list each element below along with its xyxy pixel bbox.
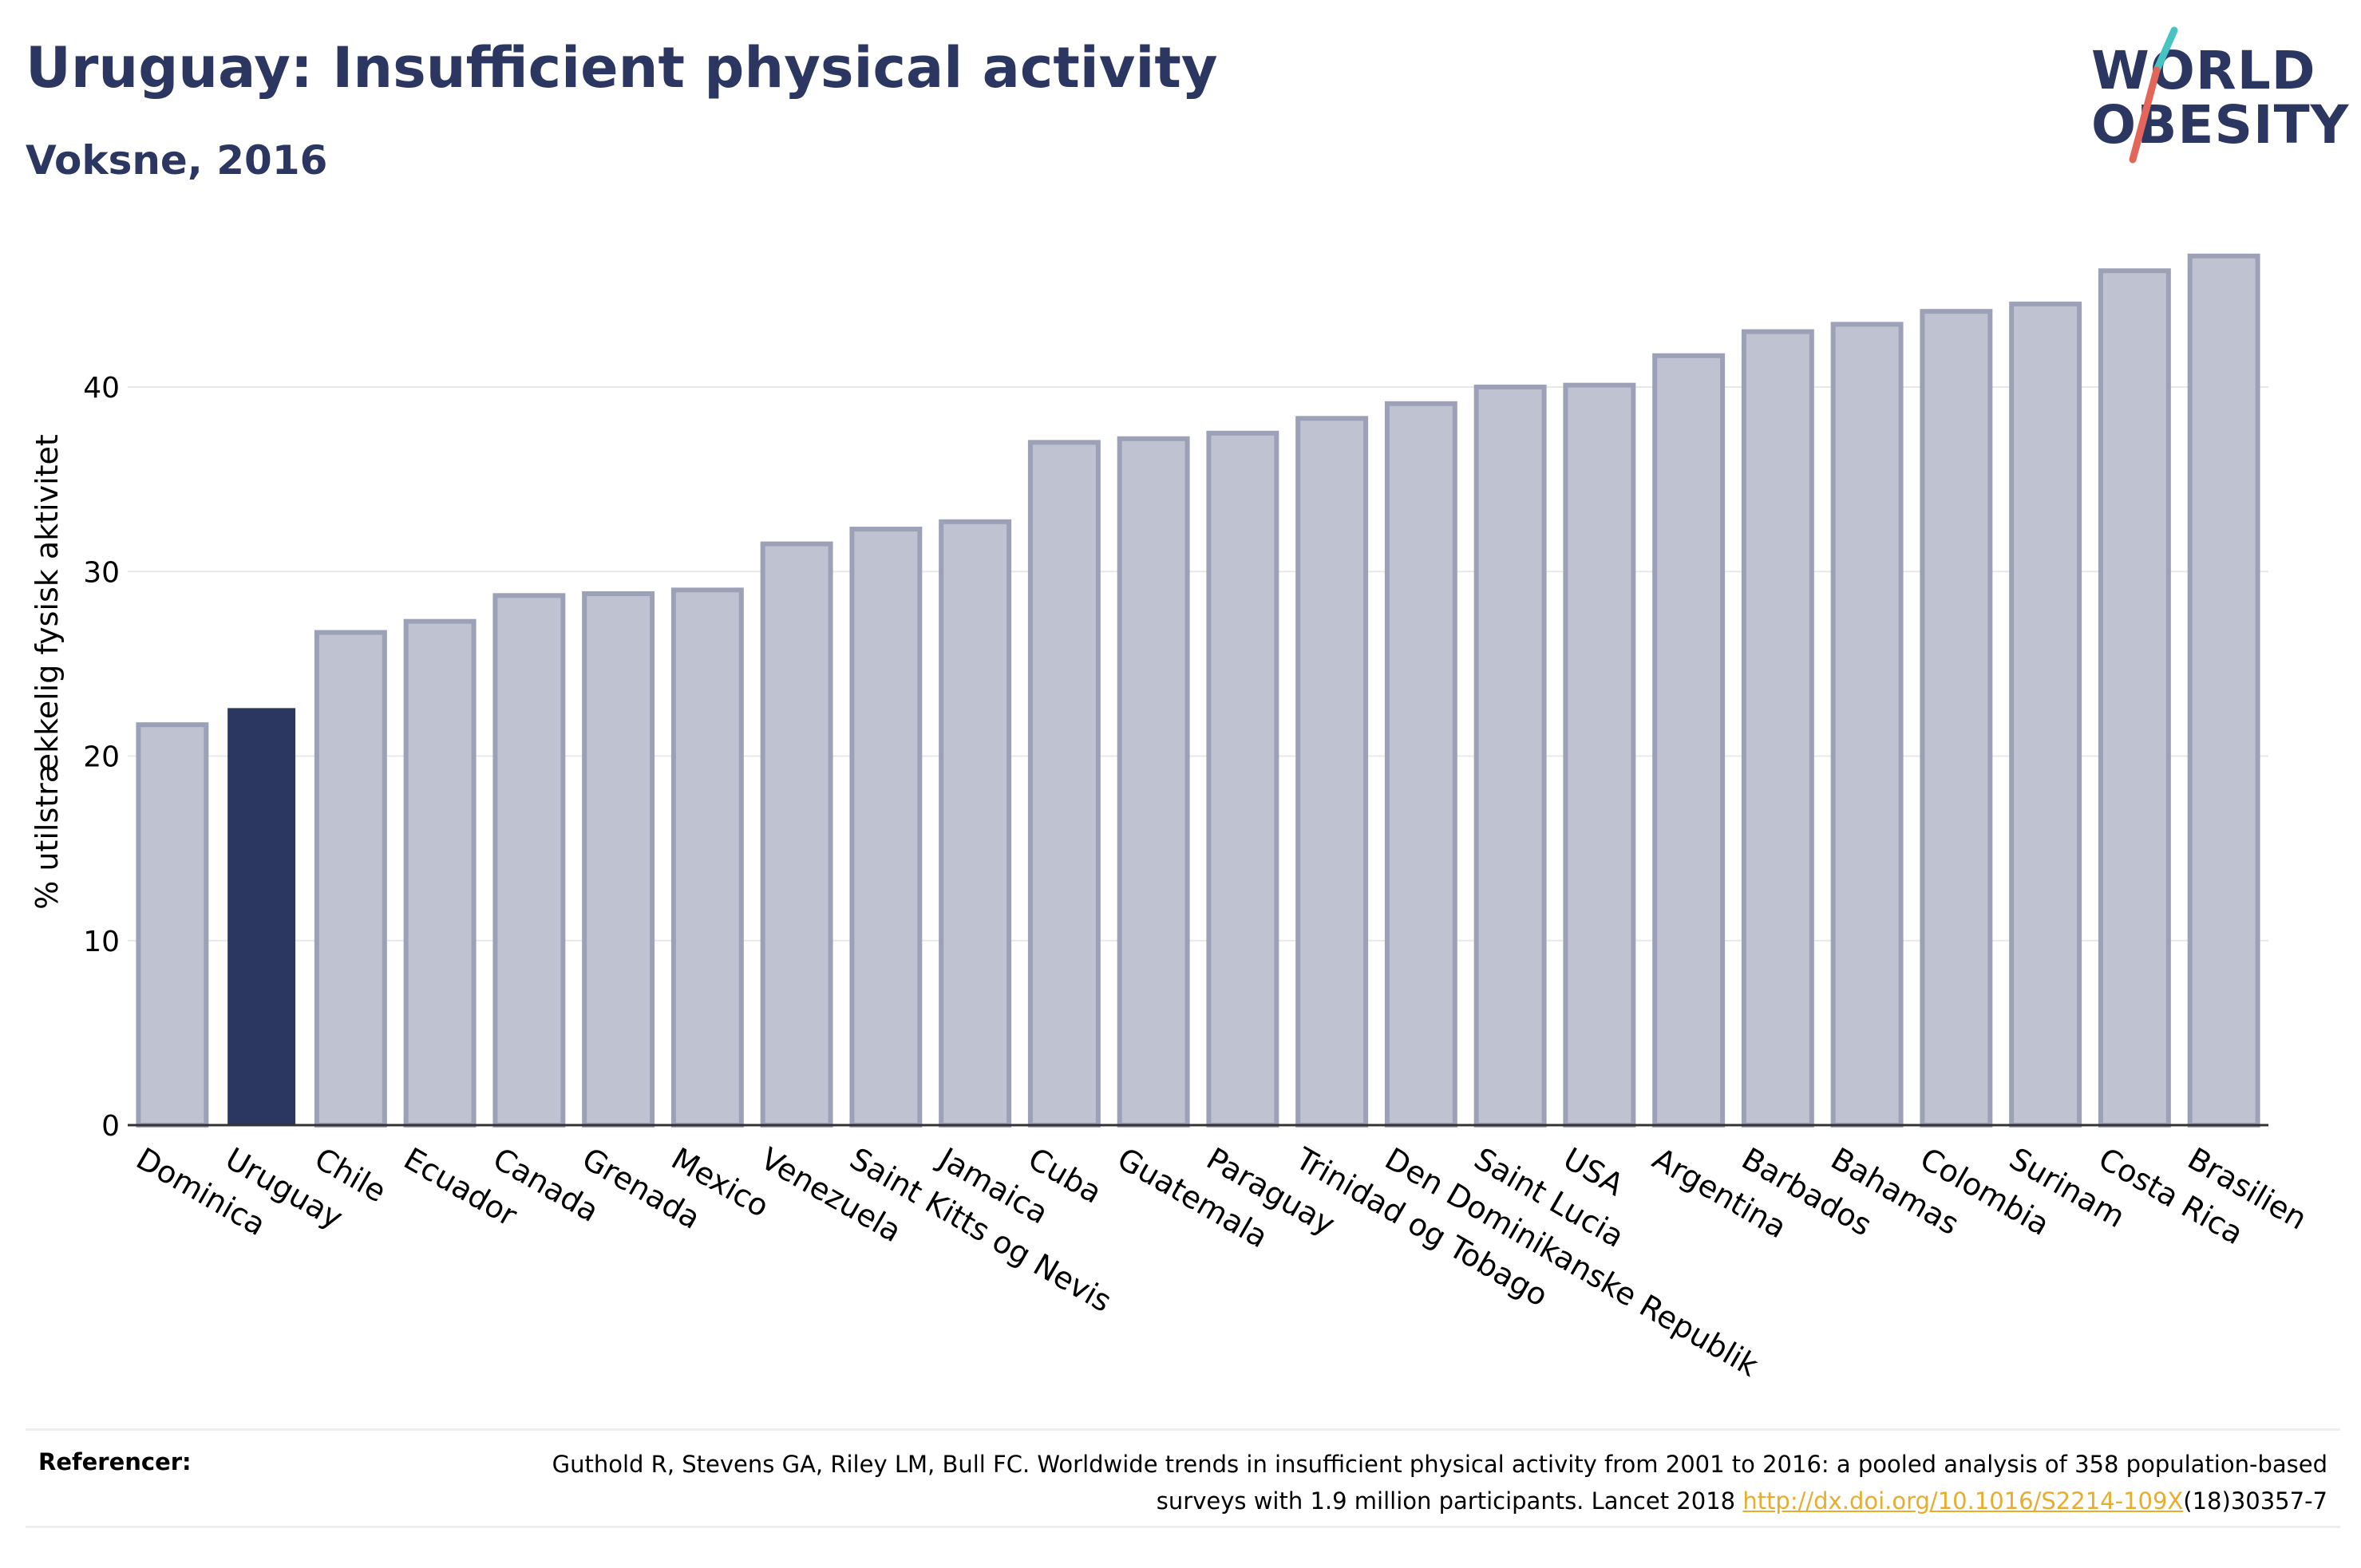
bar — [1473, 385, 1547, 1128]
y-tick-labels: 0 10 20 30 40 — [83, 372, 120, 1143]
logo-word-world: WORLD — [2091, 40, 2316, 101]
gridlines — [128, 386, 2268, 942]
bar — [2009, 301, 2082, 1128]
chart-title: Uruguay: Insufficient physical activity — [26, 35, 1218, 101]
references-top-divider — [26, 1428, 2340, 1431]
reference-doi-link[interactable]: http://dx.doi.org/10.1016/S2214-109X — [1742, 1487, 2184, 1515]
references-text: Guthold R, Stevens GA, Riley LM, Bull FC… — [492, 1446, 2327, 1519]
bar — [2098, 268, 2171, 1128]
bar — [1563, 382, 1636, 1128]
references-label: Referencer: — [38, 1448, 192, 1475]
y-tick-label: 20 — [83, 741, 120, 774]
bar — [1920, 309, 1993, 1128]
bar-highlighted — [227, 708, 296, 1125]
bar — [492, 593, 566, 1128]
bar — [1652, 353, 1726, 1128]
bar — [582, 591, 655, 1128]
bar — [760, 541, 833, 1128]
bar — [403, 618, 477, 1128]
y-axis-label: % utilstrækkelig fysisk aktivitet — [30, 434, 65, 910]
chart-subtitle: Voksne, 2016 — [26, 137, 328, 184]
y-tick-label: 40 — [83, 372, 120, 405]
bars — [136, 253, 2260, 1128]
bar — [1830, 322, 1904, 1128]
bar — [1027, 440, 1101, 1128]
y-tick-label: 0 — [101, 1110, 120, 1143]
bar — [670, 587, 744, 1128]
bar — [1206, 430, 1279, 1128]
bar — [849, 527, 923, 1128]
bar — [1295, 416, 1369, 1128]
bar — [939, 519, 1012, 1128]
bar — [2187, 253, 2260, 1128]
y-tick-label: 10 — [83, 926, 120, 958]
bar — [1117, 436, 1190, 1128]
references-bottom-divider — [26, 1526, 2340, 1528]
bar — [1741, 329, 1814, 1128]
y-tick-label: 30 — [83, 556, 120, 589]
world-obesity-logo: WORLD OBESITY — [2075, 24, 2348, 168]
reference-doi-suffix: (18)30357-7 — [2183, 1487, 2327, 1515]
bar — [136, 722, 209, 1128]
bar — [1384, 401, 1457, 1128]
logo-slash-icon — [2129, 26, 2178, 164]
bar — [314, 630, 387, 1128]
reference-citation: Guthold R, Stevens GA, Riley LM, Bull FC… — [552, 1451, 2327, 1515]
